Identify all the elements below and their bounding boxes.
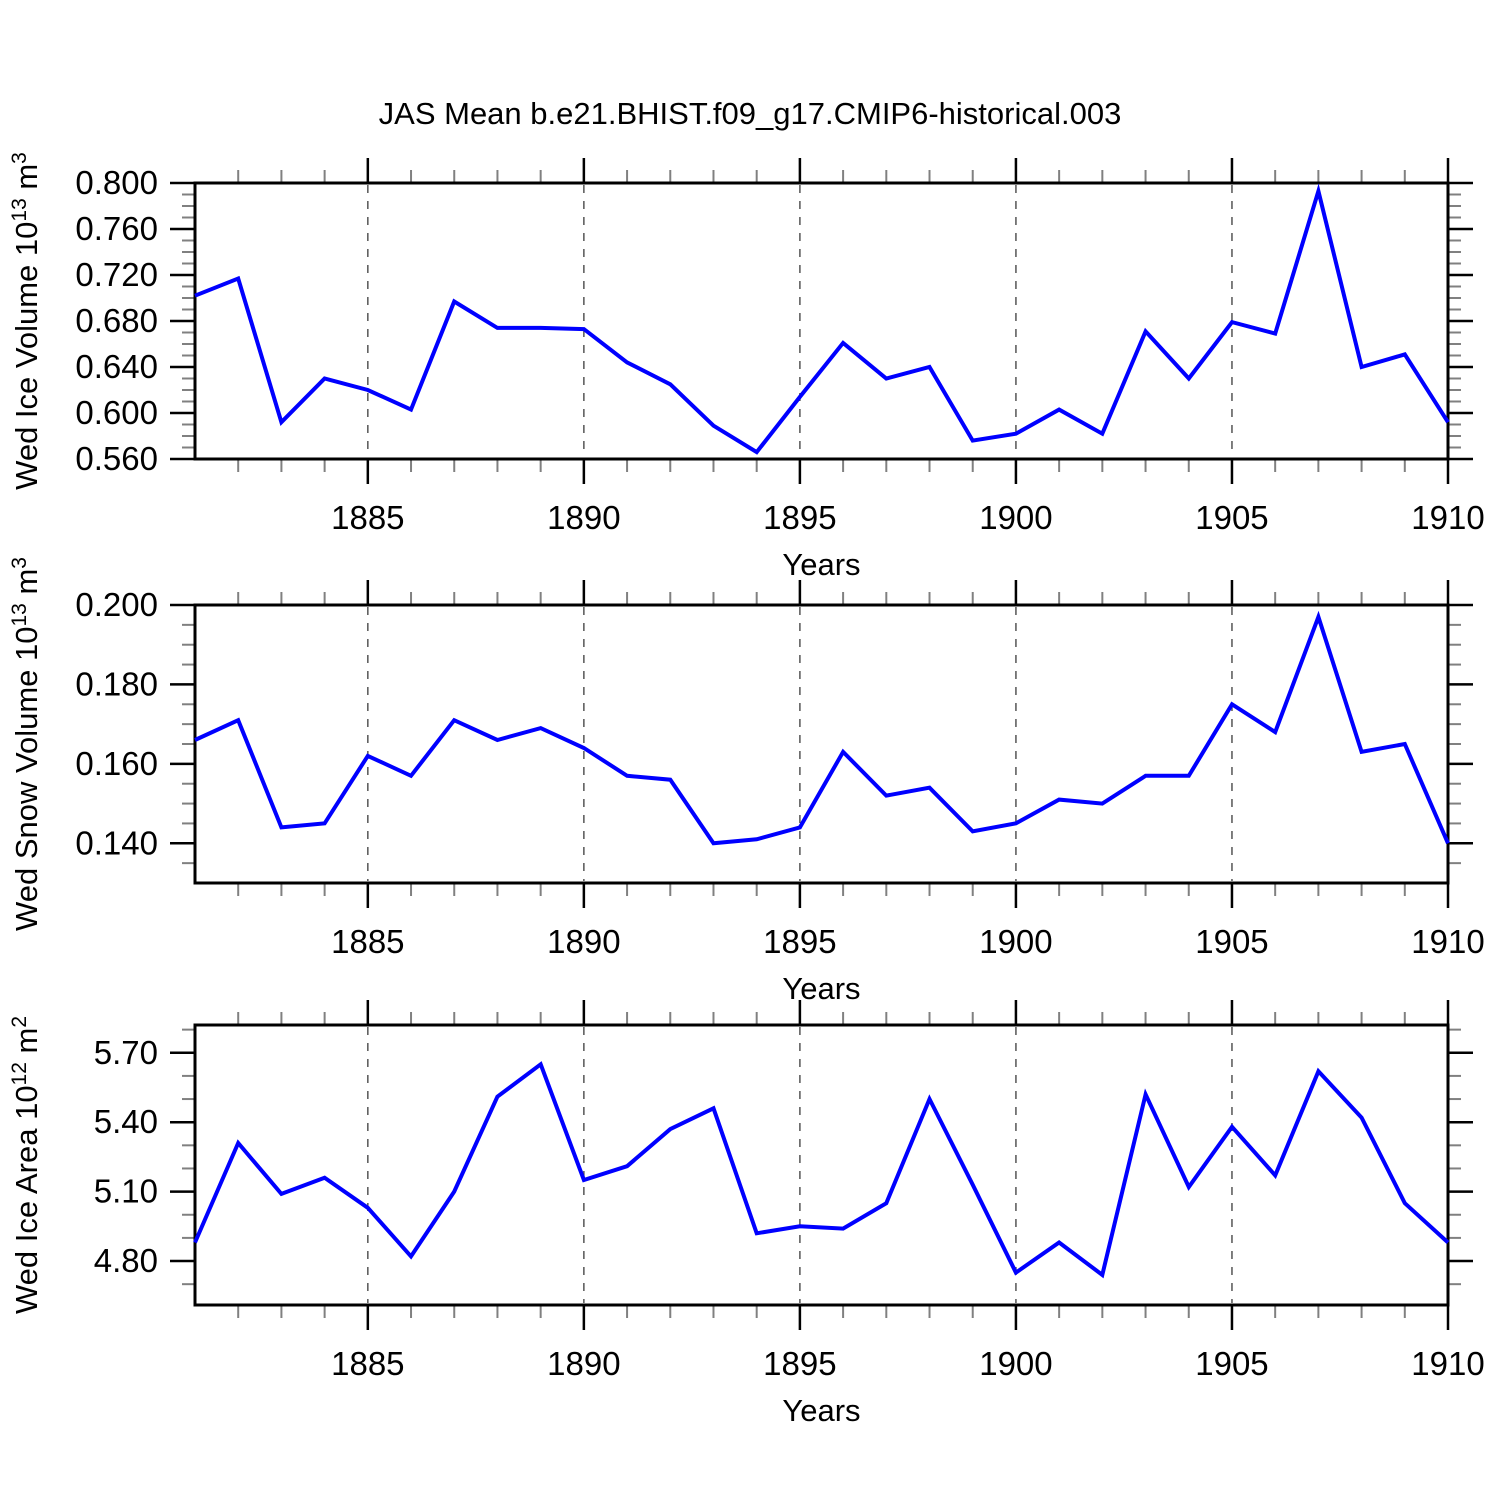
y-tick-label: 0.180 xyxy=(75,665,158,702)
y-tick-label: 4.80 xyxy=(94,1242,158,1279)
y-tick-label: 0.800 xyxy=(75,164,158,201)
y-tick-label: 0.640 xyxy=(75,348,158,385)
y-tick-label: 0.140 xyxy=(75,824,158,861)
y-tick-label: 0.200 xyxy=(75,586,158,623)
x-tick-label: 1895 xyxy=(763,499,836,536)
x-tick-label: 1910 xyxy=(1411,499,1484,536)
y-tick-label: 0.760 xyxy=(75,210,158,247)
y-axis-title: Wed Ice Volume 1013 m3 xyxy=(8,152,44,490)
x-axis-title: Years xyxy=(782,547,860,582)
x-tick-label: 1900 xyxy=(979,499,1052,536)
x-tick-label: 1885 xyxy=(331,923,404,960)
x-tick-label: 1890 xyxy=(547,499,620,536)
y-tick-label: 0.720 xyxy=(75,256,158,293)
x-tick-label: 1895 xyxy=(763,923,836,960)
axis-frame xyxy=(193,1023,1450,1307)
y-tick-label: 0.560 xyxy=(75,440,158,477)
x-tick-label: 1885 xyxy=(331,1345,404,1382)
x-tick-label: 1910 xyxy=(1411,1345,1484,1382)
y-tick-label: 5.70 xyxy=(94,1034,158,1071)
y-tick-label: 5.10 xyxy=(94,1173,158,1210)
x-tick-label: 1895 xyxy=(763,1345,836,1382)
x-tick-label: 1910 xyxy=(1411,923,1484,960)
data-line-ice-volume xyxy=(194,183,1450,455)
data-line-snow-volume xyxy=(194,610,1450,846)
x-axis-title: Years xyxy=(782,1393,860,1428)
x-tick-label: 1900 xyxy=(979,923,1052,960)
y-axis-title: Wed Snow Volume 1013 m3 xyxy=(8,557,44,931)
data-line-ice-area xyxy=(193,1061,1450,1279)
panel-snow-volume: 0.140 0.160 0.180 0.200 1885 1890 1895 1900 1905… xyxy=(8,557,1485,1006)
x-tick-label: 1890 xyxy=(547,923,620,960)
panel-ice-volume: 0.560 0.600 0.640 0.680 0.720 0.760 0.800 1885 1… xyxy=(8,152,1485,582)
axis-frame xyxy=(193,181,1450,461)
x-tick-label: 1905 xyxy=(1195,499,1268,536)
y-axis-title: Wed Ice Area 1012 m2 xyxy=(8,1016,44,1314)
y-tick-label: 5.40 xyxy=(94,1103,158,1140)
y-tick-label: 0.160 xyxy=(75,745,158,782)
x-tick-label: 1885 xyxy=(331,499,404,536)
y-tick-label: 0.680 xyxy=(75,302,158,339)
x-tick-label: 1890 xyxy=(547,1345,620,1382)
x-tick-label: 1900 xyxy=(979,1345,1052,1382)
x-axis-title: Years xyxy=(782,971,860,1006)
panel-ice-area: 4.80 5.10 5.40 5.70 1885 1890 1895 1900 1905 1910… xyxy=(8,1000,1485,1428)
y-tick-label: 0.600 xyxy=(75,394,158,431)
x-tick-label: 1905 xyxy=(1195,1345,1268,1382)
x-tick-label: 1905 xyxy=(1195,923,1268,960)
axis-frame xyxy=(193,603,1450,885)
chart-title: JAS Mean b.e21.BHIST.f09_g17.CMIP6-histo… xyxy=(378,96,1122,131)
